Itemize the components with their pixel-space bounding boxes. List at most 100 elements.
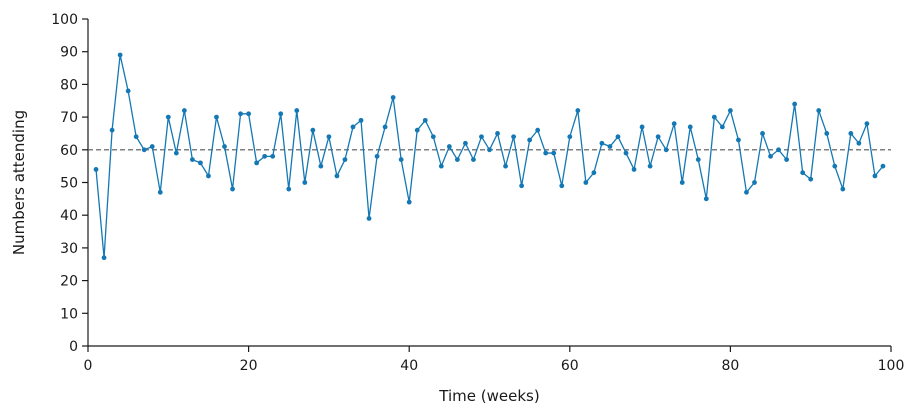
data-point (125, 88, 131, 94)
data-point (414, 127, 420, 133)
x-tick-label: 20 (240, 358, 258, 374)
data-point (503, 163, 508, 169)
data-point (149, 144, 155, 149)
data-point (479, 134, 484, 140)
data-point (776, 147, 781, 153)
y-tick-label: 90 (60, 45, 78, 61)
data-point (599, 140, 605, 146)
data-point (824, 131, 830, 136)
data-point (535, 127, 541, 133)
data-point (880, 163, 886, 169)
data-point (165, 114, 171, 120)
data-point (607, 144, 613, 149)
data-point (294, 108, 300, 113)
data-point (117, 52, 123, 58)
data-point (551, 150, 557, 156)
data-point (286, 186, 292, 192)
y-tick-label: 40 (60, 208, 78, 224)
data-point (141, 147, 147, 153)
data-point (768, 153, 773, 159)
data-point (334, 173, 340, 179)
data-point (246, 111, 252, 117)
y-tick-label: 20 (60, 274, 78, 290)
data-point (687, 124, 693, 130)
data-point (181, 108, 187, 113)
data-point (382, 124, 388, 130)
y-axis-title: Numbers attending (10, 110, 28, 255)
data-point (679, 180, 685, 185)
y-tick-label: 80 (60, 77, 78, 93)
y-tick-label: 10 (60, 306, 78, 322)
data-point (703, 196, 709, 202)
data-point (278, 111, 284, 117)
data-point (575, 108, 581, 113)
data-point (543, 150, 549, 156)
data-point (744, 189, 749, 195)
data-point (198, 160, 203, 166)
data-point (728, 108, 733, 113)
x-tick-label: 0 (84, 358, 93, 374)
data-point (784, 157, 790, 163)
data-point (615, 134, 621, 140)
data-point (639, 124, 645, 130)
data-point (840, 186, 846, 192)
data-point (374, 153, 380, 159)
data-point (495, 131, 500, 136)
x-tick-label: 40 (400, 358, 418, 374)
data-point (519, 183, 525, 189)
y-tick-label: 70 (60, 110, 78, 126)
data-point (663, 147, 669, 153)
data-point (350, 124, 356, 130)
data-point (390, 95, 396, 100)
data-point (406, 199, 412, 205)
data-point (430, 134, 436, 140)
data-point (93, 167, 99, 172)
data-point (438, 163, 444, 169)
data-point (559, 183, 565, 189)
data-point (695, 157, 701, 163)
data-point (342, 157, 348, 163)
data-point (487, 147, 492, 153)
data-point (631, 167, 637, 172)
data-point (446, 144, 452, 149)
data-point (527, 137, 533, 143)
data-point (711, 114, 717, 120)
data-point (760, 131, 765, 136)
data-point (671, 121, 677, 127)
y-tick-label: 30 (60, 241, 78, 257)
x-tick-label: 100 (878, 358, 905, 374)
data-point (832, 163, 838, 169)
data-point (109, 127, 115, 133)
data-point (736, 137, 741, 143)
data-point (792, 101, 798, 107)
data-point (816, 108, 822, 113)
data-point (326, 134, 332, 140)
data-points (93, 52, 886, 261)
data-point (262, 153, 268, 159)
data-point (133, 134, 139, 140)
data-point (157, 189, 163, 195)
data-point (591, 170, 597, 176)
y-tick-label: 50 (60, 176, 78, 192)
data-point (206, 173, 211, 179)
data-point (655, 134, 661, 140)
series-line (95, 54, 884, 258)
y-tick-label: 60 (60, 143, 78, 159)
data-point (222, 144, 227, 149)
data-point (302, 180, 308, 185)
data-point (583, 180, 589, 185)
data-point (800, 170, 806, 176)
data-point (238, 111, 243, 117)
data-point (230, 186, 235, 192)
data-point (647, 163, 653, 169)
data-point (254, 160, 260, 166)
y-tick-label: 100 (51, 12, 78, 28)
data-point (864, 121, 870, 127)
x-axis-title: Time (weeks) (438, 387, 539, 405)
data-point (848, 131, 854, 136)
x-tick-label: 60 (561, 358, 579, 374)
data-point (310, 127, 316, 133)
data-point (398, 157, 404, 163)
data-point (719, 124, 725, 130)
